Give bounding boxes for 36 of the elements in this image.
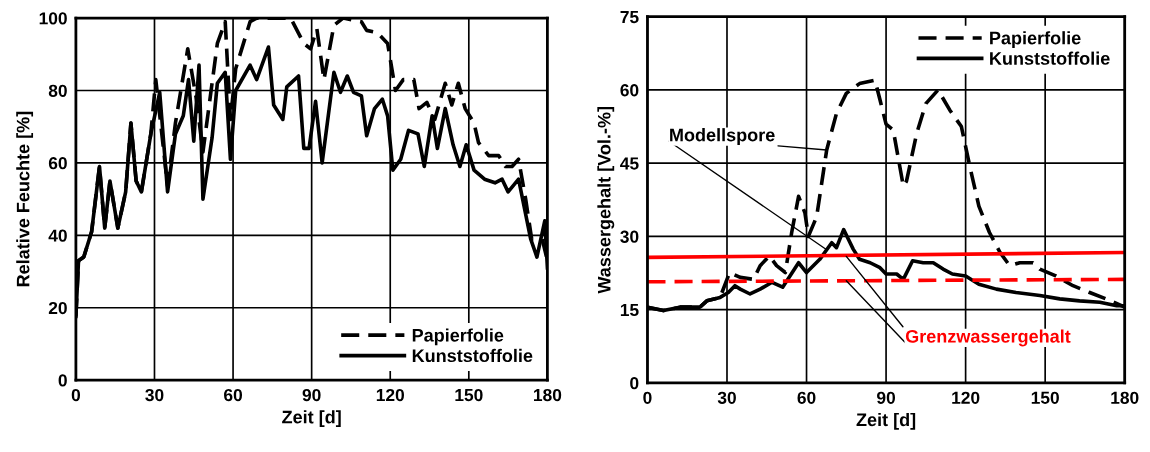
x-tick-label: 60 <box>797 391 816 404</box>
legend-label: Kunststoffolie <box>412 348 533 363</box>
y-tick-label: 0 <box>58 374 67 387</box>
x-tick-label: 180 <box>1111 391 1139 404</box>
x-tick-label: 150 <box>455 388 483 402</box>
x-tick-label: 150 <box>1031 391 1059 404</box>
legend-label: Kunststoffolie <box>990 51 1110 65</box>
x-tick-label: 0 <box>71 388 81 402</box>
y-tick-label: 0 <box>630 377 639 390</box>
y-axis-title: Relative Feuchte [%] <box>16 111 34 287</box>
x-tick-label: 90 <box>302 388 321 402</box>
y-tick-label: 75 <box>620 11 639 24</box>
y-tick-label: 60 <box>48 157 67 170</box>
legend-label: Papierfolie <box>990 31 1081 48</box>
x-tick-label: 30 <box>145 388 164 402</box>
x-tick-label: 30 <box>717 391 736 404</box>
x-tick-label: 0 <box>643 391 652 404</box>
x-axis-title: Zeit [d] <box>282 410 341 428</box>
y-tick-label: 100 <box>39 12 67 25</box>
y-tick-label: 60 <box>620 84 639 97</box>
annotation: Modellspore <box>670 128 775 145</box>
y-tick-label: 20 <box>48 301 67 315</box>
x-tick-label: 60 <box>224 388 243 402</box>
y-tick-label: 15 <box>620 303 639 317</box>
x-tick-label: 180 <box>534 388 562 402</box>
legend-label: Papierfolie <box>412 328 504 346</box>
x-tick-label: 90 <box>877 391 896 404</box>
y-tick-label: 30 <box>620 230 639 243</box>
annotation: Grenzwassergehalt <box>905 329 1071 347</box>
x-tick-label: 120 <box>376 388 405 402</box>
y-tick-label: 40 <box>48 229 67 242</box>
x-tick-label: 120 <box>952 391 980 404</box>
y-axis-title: Wassergehalt [Vol.-%] <box>597 106 615 294</box>
y-tick-label: 80 <box>48 84 67 97</box>
y-tick-label: 45 <box>620 157 639 170</box>
x-axis-title: Zeit [d] <box>856 412 916 430</box>
